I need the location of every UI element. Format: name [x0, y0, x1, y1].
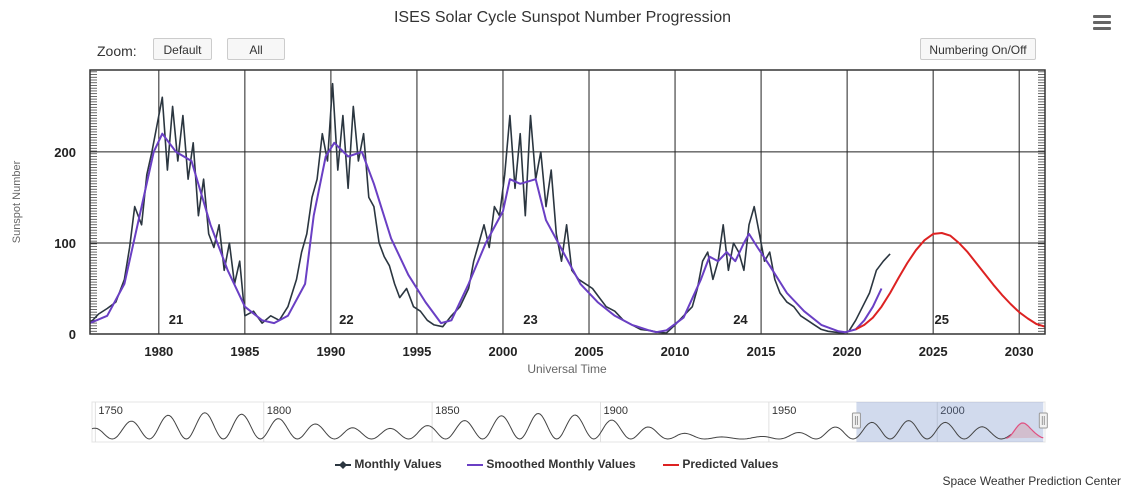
cycle-label: 25	[935, 312, 949, 327]
predicted-values-line	[855, 232, 1046, 331]
plot-frame	[89, 69, 1046, 335]
zoom-default-button[interactable]: Default	[153, 38, 212, 60]
smoothed-values-line	[89, 132, 883, 334]
legend-line-icon	[467, 463, 483, 466]
navigator-label: 1750	[98, 405, 122, 417]
cycle-label: 24	[733, 312, 748, 327]
axis-minor-ticks	[90, 71, 1045, 335]
x-tick-label: 1985	[230, 344, 259, 359]
x-tick-label: 2025	[919, 344, 948, 359]
navigator: 1750 1800 1850 1900 1950 2000	[91, 401, 1048, 443]
navigator-overview-line	[91, 412, 1012, 440]
series-layer	[89, 82, 1046, 334]
legend-item-monthly[interactable]: Monthly Values	[335, 457, 442, 471]
y-tick-labels: 0 100 200	[54, 145, 76, 342]
x-tick-label: 2020	[833, 344, 862, 359]
navigator-label: 2000	[940, 405, 964, 417]
x-tick-label: 2010	[661, 344, 690, 359]
legend-item-predicted[interactable]: Predicted Values	[663, 457, 778, 471]
x-tick-label: 2000	[489, 344, 518, 359]
menu-bar	[1093, 21, 1111, 24]
zoom-label: Zoom:	[97, 43, 137, 59]
legend-label: Smoothed Monthly Values	[486, 457, 636, 471]
navigator-label: 1900	[603, 405, 627, 417]
menu-bar	[1093, 15, 1111, 18]
cycle-label: 23	[523, 312, 537, 327]
y-tick-label: 100	[54, 236, 76, 251]
legend-marker-icon	[335, 460, 351, 469]
x-tick-label: 1990	[316, 344, 345, 359]
legend-label: Monthly Values	[354, 457, 442, 471]
menu-bar	[1093, 27, 1111, 30]
x-tick-label: 1980	[144, 344, 173, 359]
x-axis-label: Universal Time	[527, 362, 607, 376]
y-tick-label: 0	[69, 327, 76, 342]
numbering-toggle-button[interactable]: Numbering On/Off	[920, 38, 1036, 60]
y-tick-label: 200	[54, 145, 76, 160]
cycle-label: 22	[339, 312, 353, 327]
x-tick-labels: 1980 1985 1990 1995 2000 2005 2010 2015 2020 2025…	[144, 344, 1033, 359]
x-tick-label: 1995	[402, 344, 431, 359]
grid-lines	[90, 70, 1045, 334]
x-tick-label: 2030	[1005, 344, 1034, 359]
hamburger-menu-icon[interactable]	[1093, 15, 1111, 31]
y-axis-label: Sunspot Number	[11, 160, 23, 243]
chart-title: ISES Solar Cycle Sunspot Number Progress…	[393, 9, 732, 26]
x-tick-label: 2005	[575, 344, 604, 359]
credit-text: Space Weather Prediction Center	[942, 474, 1121, 488]
navigator-label: 1800	[267, 405, 291, 417]
navigator-left-handle	[851, 412, 861, 429]
navigator-right-handle	[1038, 412, 1048, 429]
cycle-label: 21	[169, 312, 183, 327]
navigator-predicted-line	[1006, 422, 1044, 439]
monthly-values-line	[89, 82, 891, 334]
cycle-labels: 21 22 23 24 25	[169, 312, 949, 327]
navigator-selection	[856, 402, 1044, 442]
legend-line-icon	[663, 463, 679, 466]
navigator-label: 1850	[435, 405, 459, 417]
zoom-all-button[interactable]: All	[227, 38, 285, 60]
legend-item-smoothed[interactable]: Smoothed Monthly Values	[467, 457, 636, 471]
navigator-label: 1950	[772, 405, 796, 417]
legend-label: Predicted Values	[682, 457, 779, 471]
x-tick-label: 2015	[747, 344, 776, 359]
